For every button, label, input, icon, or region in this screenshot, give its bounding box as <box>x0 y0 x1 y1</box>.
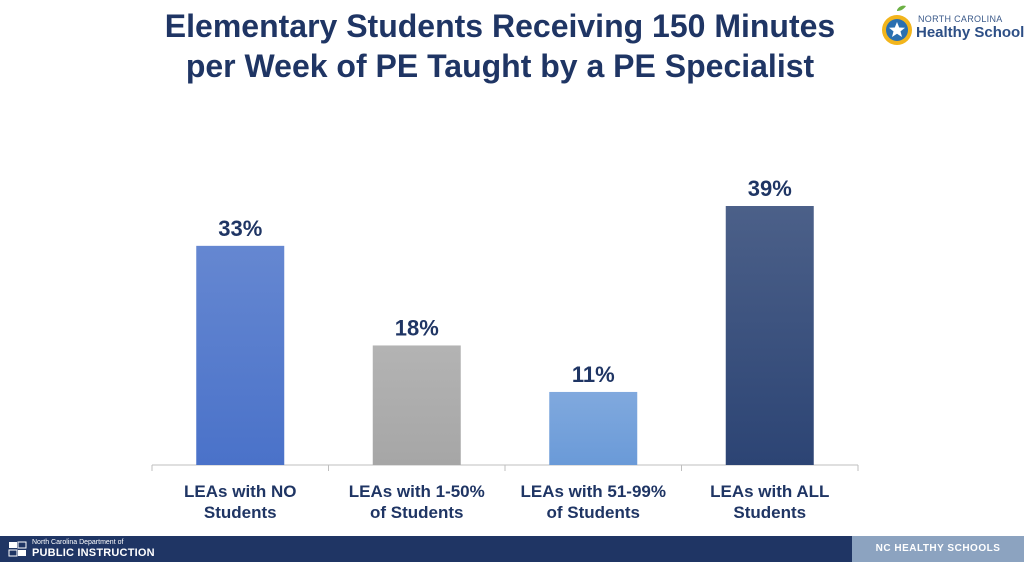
category-label: of Students <box>370 503 464 522</box>
bar <box>372 345 461 465</box>
category-label: Students <box>204 503 277 522</box>
bar <box>549 391 638 465</box>
state-outline-icon <box>8 541 27 557</box>
category-label: LEAs with NO <box>184 482 296 501</box>
dpi-text-line-1: North Carolina Department of <box>32 539 124 546</box>
footer-underline <box>0 562 1024 572</box>
category-label: LEAs with 51-99% <box>521 482 667 501</box>
title-line-2: per Week of PE Taught by a PE Specialist <box>185 48 815 84</box>
data-label: 39% <box>748 176 792 201</box>
title-line-1: Elementary Students Receiving 150 Minute… <box>164 8 836 44</box>
logo-text-program: Healthy Schools <box>916 24 1024 41</box>
bar <box>725 206 814 465</box>
category-label: LEAs with 1-50% <box>349 482 485 501</box>
chart-title: Elementary Students Receiving 150 Minute… <box>120 6 880 86</box>
category-label: Students <box>733 503 806 522</box>
footer-right-label: NC HEALTHY SCHOOLS <box>875 543 1001 554</box>
category-label: of Students <box>547 503 641 522</box>
data-label: 11% <box>572 362 615 387</box>
data-label: 33% <box>218 216 262 241</box>
bar-chart: 33% LEAs with NO Students 18% LEAs with 1-50… <box>151 176 859 522</box>
data-label: 18% <box>395 315 439 340</box>
nc-healthy-schools-logo: NORTH CAROLINA Healthy Schools <box>880 4 1024 52</box>
bar <box>196 245 285 465</box>
category-label: LEAs with ALL <box>710 482 829 501</box>
dpi-logo: North Carolina Department of PUBLIC INST… <box>8 539 208 559</box>
dpi-text-line-2: PUBLIC INSTRUCTION <box>32 547 155 559</box>
logo-text-state: NORTH CAROLINA <box>918 14 1003 24</box>
apple-star-icon <box>882 5 912 45</box>
footer-right-panel: NC HEALTHY SCHOOLS <box>852 536 1024 562</box>
